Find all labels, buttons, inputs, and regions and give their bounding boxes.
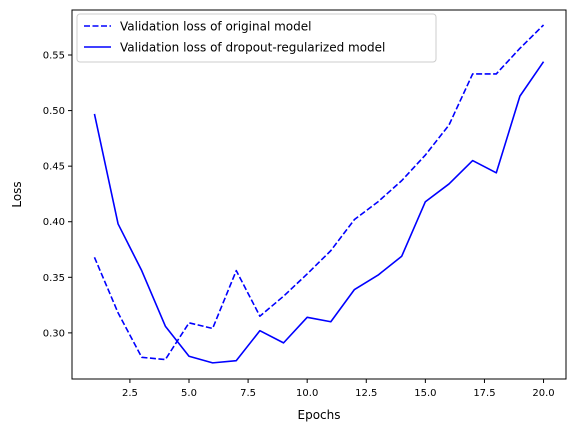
x-axis-label: Epochs [298, 408, 341, 422]
x-tick-label: 7.5 [240, 388, 256, 399]
legend-box [76, 13, 437, 63]
y-tick-label: 0.40 [43, 217, 65, 228]
x-tick-label: 20.0 [532, 388, 554, 399]
x-axis-ticks: 2.5 5.0 7.5 10.0 12.5 15.0 17.5 20.0 [122, 379, 555, 399]
series-lines [93, 24, 545, 364]
y-axis-label: Loss [10, 181, 24, 207]
series-line-dropout-model [93, 61, 545, 364]
y-tick-label: 0.30 [43, 328, 65, 339]
y-tick-label: 0.50 [43, 106, 65, 117]
y-tick-label: 0.35 [43, 273, 65, 284]
x-tick-label: 17.5 [473, 388, 495, 399]
series-line-original-model [93, 24, 545, 361]
y-tick-label: 0.55 [43, 51, 65, 62]
y-axis-ticks: 0.30 0.35 0.40 0.45 0.50 0.55 [43, 51, 72, 339]
x-tick-label: 10.0 [296, 388, 318, 399]
x-tick-label: 2.5 [122, 388, 138, 399]
legend: Validation loss of original model Valida… [76, 13, 437, 63]
legend-label-dropout: Validation loss of dropout-regularized m… [120, 41, 385, 55]
plot-area-frame [71, 9, 567, 380]
y-tick-label: 0.45 [43, 162, 65, 173]
x-tick-label: 15.0 [414, 388, 436, 399]
x-tick-label: 5.0 [181, 388, 197, 399]
legend-label-original: Validation loss of original model [120, 20, 311, 34]
x-tick-label: 12.5 [355, 388, 377, 399]
